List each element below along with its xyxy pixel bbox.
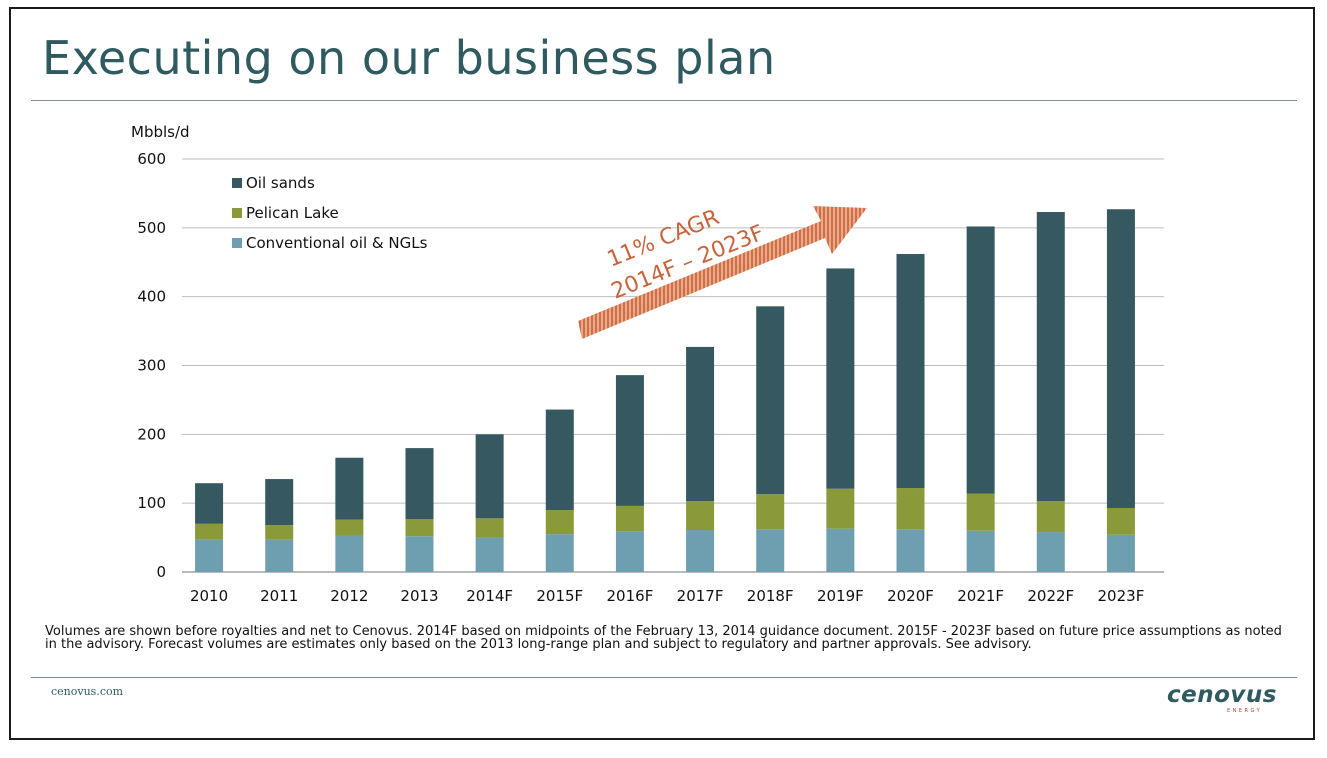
x-tick-label: 2022F [1027,587,1074,605]
x-tick-label: 2020F [887,587,934,605]
bar-2012-oil-sands [335,457,364,520]
bar-2010-conventional-oil-ngls [195,539,224,572]
stacked-bar-chart: 0 100 200 300 400 500 600 2010 2011 2012 2013 2014… [131,123,1164,605]
bar-2018F-oil-sands [756,306,785,495]
x-tick-label: 2017F [677,587,724,605]
y-tick-label: 600 [137,150,166,168]
cenovus-logo: cenovus ENERGY [1167,682,1287,718]
bar-2018F-pelican-lake [756,494,785,530]
x-tick-label: 2012 [330,587,368,605]
chart-legend: Oil sands Pelican Lake Conventional oil & … [232,174,428,252]
bar-2023F-pelican-lake [1106,507,1135,535]
bar-2014F-conventional-oil-ngls [475,537,504,572]
logo-subtitle: ENERGY [1227,708,1263,714]
website-link[interactable]: cenovus.com [51,685,124,698]
y-axis-ticks: 0 100 200 300 400 500 600 [137,150,166,581]
legend-label: Conventional oil & NGLs [246,234,428,252]
legend-swatch [232,238,242,248]
bar-2012-conventional-oil-ngls [335,535,364,572]
bar-2023F-conventional-oil-ngls [1106,534,1135,572]
bar-2013-conventional-oil-ngls [405,536,434,572]
page-title: Executing on our business plan [42,31,776,85]
bar-2015F-oil-sands [545,409,574,511]
bar-2019F-conventional-oil-ngls [826,528,855,572]
legend-swatch [232,178,242,188]
y-tick-label: 200 [137,425,166,443]
slide: Executing on our business plan 0 100 200 30… [9,7,1315,740]
y-axis-label: Mbbls/d [131,123,190,141]
y-tick-label: 100 [137,494,166,512]
x-tick-label: 2019F [817,587,864,605]
footnote: Volumes are shown before royalties and n… [45,624,1282,652]
x-tick-label: 2016F [607,587,654,605]
bar-2020F-oil-sands [896,253,925,489]
x-tick-label: 2018F [747,587,794,605]
bar-2019F-oil-sands [826,268,855,489]
y-tick-label: 300 [137,357,166,375]
bar-2018F-conventional-oil-ngls [756,529,785,572]
bar-2011-pelican-lake [265,525,294,540]
bar-2010-pelican-lake [195,523,224,540]
x-tick-label: 2015F [536,587,583,605]
title-divider [31,100,1297,101]
bar-2013-oil-sands [405,448,434,519]
bar-2011-conventional-oil-ngls [265,539,294,572]
bar-2021F-pelican-lake [966,493,995,531]
bar-2014F-pelican-lake [475,518,504,538]
bar-2016F-pelican-lake [615,505,644,532]
bar-2015F-conventional-oil-ngls [545,534,574,572]
bar-2013-pelican-lake [405,518,434,537]
bar-2021F-oil-sands [966,226,995,494]
legend-label: Pelican Lake [246,204,339,222]
bar-2016F-oil-sands [615,375,644,506]
bar-2017F-oil-sands [686,346,715,502]
growth-arrow [578,206,867,339]
x-tick-label: 2023F [1098,587,1145,605]
y-tick-label: 500 [137,219,166,237]
bar-2022F-oil-sands [1036,212,1065,502]
logo-wordmark: cenovus [1167,682,1277,708]
x-tick-label: 2021F [957,587,1004,605]
bar-2016F-conventional-oil-ngls [615,531,644,572]
x-tick-label: 2014F [466,587,513,605]
bar-2022F-conventional-oil-ngls [1036,532,1065,572]
y-tick-label: 0 [156,563,166,581]
bar-2011-oil-sands [265,479,294,526]
legend-swatch [232,208,242,218]
footer-divider [31,677,1297,678]
x-axis-ticks: 2010 2011 2012 2013 2014F 2015F 2016F 2017F 2018… [190,587,1144,605]
bar-2023F-oil-sands [1106,209,1135,508]
bar-2012-pelican-lake [335,519,364,536]
bar-2019F-pelican-lake [826,488,855,529]
x-tick-label: 2010 [190,587,228,605]
bar-2020F-pelican-lake [896,488,925,530]
cagr-annotation: 11% CAGR 2014F – 2023F [578,205,867,339]
bar-2010-oil-sands [195,483,224,524]
bar-2015F-pelican-lake [545,510,574,535]
bar-2020F-conventional-oil-ngls [896,529,925,572]
chart-bars [195,209,1135,572]
legend-label: Oil sands [246,174,315,192]
x-tick-label: 2013 [400,587,438,605]
x-tick-label: 2011 [260,587,298,605]
bar-2022F-pelican-lake [1036,501,1065,533]
bar-2017F-pelican-lake [686,501,715,531]
bar-2021F-conventional-oil-ngls [966,530,995,572]
y-tick-label: 400 [137,288,166,306]
bar-2017F-conventional-oil-ngls [686,530,715,572]
bar-2014F-oil-sands [475,434,504,519]
